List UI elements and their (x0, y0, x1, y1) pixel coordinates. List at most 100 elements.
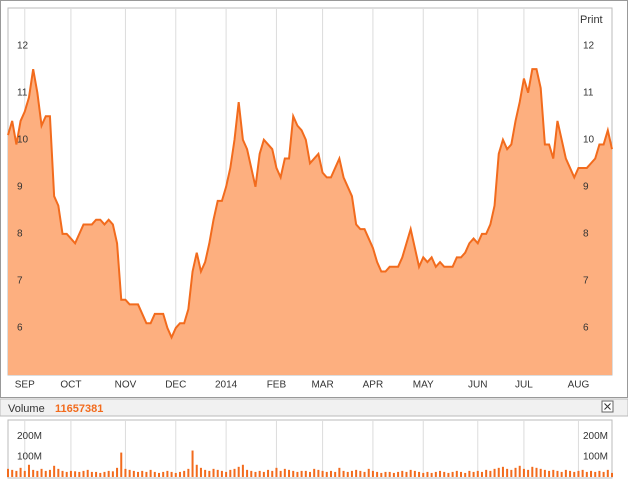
volume-bar (367, 468, 370, 477)
y-tick-label-left: 10 (17, 134, 29, 145)
volume-bar (527, 469, 530, 477)
volume-bar (99, 472, 102, 477)
volume-bar (451, 471, 454, 477)
y-tick-label-right: 8 (583, 228, 589, 239)
x-tick-label: JUL (515, 380, 533, 391)
volume-bar (90, 471, 93, 477)
volume-bar (598, 470, 601, 477)
volume-bar (246, 469, 249, 477)
volume-bar (212, 468, 215, 477)
volume-bar (283, 468, 286, 477)
volume-bar (439, 470, 442, 477)
volume-bar (149, 469, 152, 477)
volume-bar (23, 470, 26, 477)
volume-bar (518, 465, 521, 477)
volume-bar (334, 471, 337, 477)
volume-bar (57, 468, 60, 477)
volume-bar (158, 472, 160, 477)
volume-bar (225, 471, 228, 477)
volume-bar (426, 471, 429, 477)
volume-bar (506, 468, 509, 477)
volume-bar (111, 471, 114, 477)
volume-bar (342, 470, 345, 477)
volume-bar (250, 470, 253, 477)
volume-bar (611, 472, 613, 477)
volume-bar (397, 471, 400, 477)
x-tick-label: SEP (15, 380, 35, 391)
volume-bar (162, 471, 165, 477)
volume-bar (313, 468, 316, 477)
y-tick-label-right: 6 (583, 323, 589, 334)
volume-bar (132, 470, 135, 477)
volume-bar (44, 470, 47, 477)
volume-bar (338, 467, 341, 477)
volume-bar (199, 467, 202, 477)
volume-bar (116, 467, 119, 477)
volume-bar (40, 468, 43, 477)
volume-bar (363, 471, 366, 477)
print-button[interactable]: Print (580, 14, 603, 26)
y-tick-label-left: 200M (17, 431, 42, 442)
volume-bar (569, 470, 572, 477)
volume-bar (19, 467, 22, 477)
y-tick-label-left: 8 (17, 228, 23, 239)
x-tick-label: MAR (311, 380, 333, 391)
price-area (8, 69, 612, 376)
volume-bar (69, 470, 72, 477)
volume-bar (78, 471, 81, 477)
volume-bar (489, 470, 492, 477)
volume-bar (552, 469, 555, 477)
volume-bar (254, 471, 257, 477)
volume-bar (564, 469, 567, 477)
volume-bar (86, 469, 89, 477)
volume-bar (53, 465, 56, 477)
volume-bar (388, 471, 391, 477)
volume-bar (380, 472, 383, 477)
volume-bar (501, 466, 504, 477)
volume-bar (204, 469, 207, 477)
volume-bar (581, 469, 584, 477)
volume-bar (510, 469, 513, 477)
volume-bar (602, 471, 605, 477)
volume-bar (309, 471, 311, 477)
y-tick-label-left: 12 (17, 40, 29, 51)
volume-bar (27, 464, 30, 477)
volume-bar (346, 471, 349, 477)
close-icon (604, 403, 611, 410)
y-tick-label-right: 100M (583, 451, 608, 462)
volume-bar (480, 471, 483, 477)
volume-bar (418, 471, 421, 477)
y-tick-label-right: 200M (583, 431, 608, 442)
y-tick-label-left: 100M (17, 451, 42, 462)
volume-bar (103, 471, 106, 477)
volume-bar (128, 469, 131, 477)
volume-bar (539, 468, 542, 477)
volume-bar (443, 471, 446, 477)
volume-bar (124, 468, 127, 477)
volume-bar (594, 471, 597, 477)
volume-bar (355, 469, 358, 477)
volume-bar (183, 470, 186, 477)
y-tick-label-left: 9 (17, 181, 23, 192)
volume-bar (288, 469, 291, 477)
volume-bar (208, 470, 211, 477)
volume-bar (220, 470, 223, 477)
volume-bar (476, 470, 479, 477)
volume-bar (455, 470, 458, 477)
y-tick-label-left: 11 (17, 87, 28, 98)
volume-bar (464, 472, 467, 477)
volume-bar (535, 467, 538, 477)
volume-bar (95, 471, 98, 477)
volume-bar (317, 469, 320, 477)
volume-bar (472, 471, 475, 477)
volume-bar (241, 464, 244, 477)
x-tick-label: MAY (413, 380, 434, 391)
volume-bar (392, 472, 395, 477)
volume-bar (7, 468, 9, 477)
volume-bar (48, 469, 51, 477)
x-tick-label: FEB (267, 380, 287, 391)
volume-bar (560, 471, 563, 477)
volume-bar (447, 472, 450, 477)
y-tick-label-right: 9 (583, 181, 589, 192)
volume-bar (460, 471, 462, 477)
